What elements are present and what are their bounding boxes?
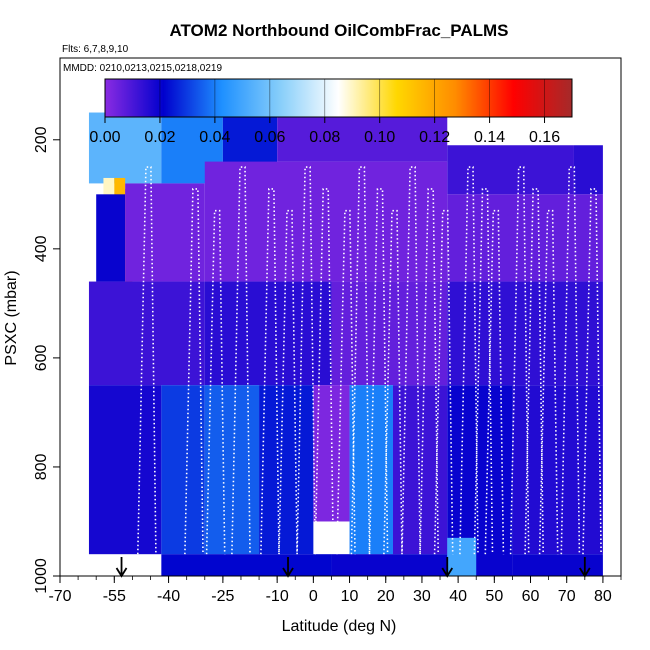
x-tick-label: -25 <box>211 588 234 605</box>
x-tick-label: 0 <box>309 588 318 605</box>
colorbar-tick-label: 0.08 <box>309 129 340 146</box>
x-tick-label: 40 <box>449 588 467 605</box>
x-axis-label: Latitude (deg N) <box>282 618 397 635</box>
x-tick-label: -55 <box>103 588 126 605</box>
x-tick-label: -10 <box>266 588 289 605</box>
y-tick-label: 600 <box>33 344 50 371</box>
heatmap-cell <box>88 385 162 555</box>
x-tick-label: 30 <box>413 588 431 605</box>
colorbar-tick-label: 0.02 <box>144 129 175 146</box>
arrow-head-icon <box>441 567 454 578</box>
y-tick-label: 400 <box>33 235 50 262</box>
colorbar-gradient <box>104 78 573 118</box>
colorbar-tick-label: 0.06 <box>254 129 285 146</box>
heatmap-cell <box>161 385 205 555</box>
colorbar-tick-label: 0.04 <box>199 129 230 146</box>
x-tick-label: 70 <box>558 588 576 605</box>
heatmap-cell <box>447 281 603 386</box>
x-tick-label: 60 <box>522 588 540 605</box>
x-tick-label: 50 <box>485 588 503 605</box>
colorbar-tick-label: 0.10 <box>364 129 395 146</box>
heatmap-cell <box>512 554 603 576</box>
x-tick-label: -70 <box>48 588 71 605</box>
x-axis: -70 -55 -40 -25 -10 0 10 20 30 40 50 60 70 80 <box>48 576 622 605</box>
heatmap-cell <box>96 194 126 282</box>
heatmap-cell <box>447 145 574 195</box>
heatmap-cell <box>161 554 332 576</box>
arrow-head-icon <box>115 567 128 578</box>
y-tick-label: 800 <box>33 454 50 481</box>
y-tick-label: 200 <box>33 126 50 153</box>
arrow-head-icon <box>282 567 294 578</box>
heatmap-cell <box>331 554 448 576</box>
colorbar-tick-label: 0.12 <box>419 129 450 146</box>
x-tick-label: 80 <box>594 588 612 605</box>
colorbar-tick-label: 0.14 <box>474 129 505 146</box>
heatmap-cell <box>103 177 115 200</box>
heatmap-cell <box>88 112 162 184</box>
heatmap-cell <box>88 281 205 386</box>
flights-label: Flts: 6,7,8,9,10 <box>62 44 129 55</box>
colorbar: 0.00 0.02 0.04 0.06 0.08 0.10 0.12 0.14 0.16 <box>89 78 573 146</box>
y-axis: 200 400 600 800 1000 <box>33 126 60 594</box>
heatmap-cell <box>277 112 448 162</box>
chart-title: ATOM2 Northbound OilCombFrac_PALMS <box>169 21 508 40</box>
plot-frame <box>59 57 622 577</box>
flight-arrows <box>115 557 591 578</box>
dates-label: MMDD: 0210,0213,0215,0218,0219 <box>63 63 222 74</box>
heatmap-cell <box>204 161 448 282</box>
heatmap-cell <box>573 145 603 195</box>
heatmap-cell <box>447 194 603 282</box>
colorbar-tick-label: 0.00 <box>89 129 120 146</box>
y-axis-label: PSXC (mbar) <box>3 270 20 365</box>
x-tick-label: 10 <box>341 588 359 605</box>
y-tick-label: 1000 <box>33 558 50 594</box>
x-tick-label: -40 <box>157 588 180 605</box>
heatmap-cell <box>204 281 332 386</box>
x-tick-label: 20 <box>377 588 395 605</box>
heatmap-cell <box>259 385 314 555</box>
colorbar-tick-label: 0.16 <box>529 129 560 146</box>
arrow-head-icon <box>579 567 591 578</box>
